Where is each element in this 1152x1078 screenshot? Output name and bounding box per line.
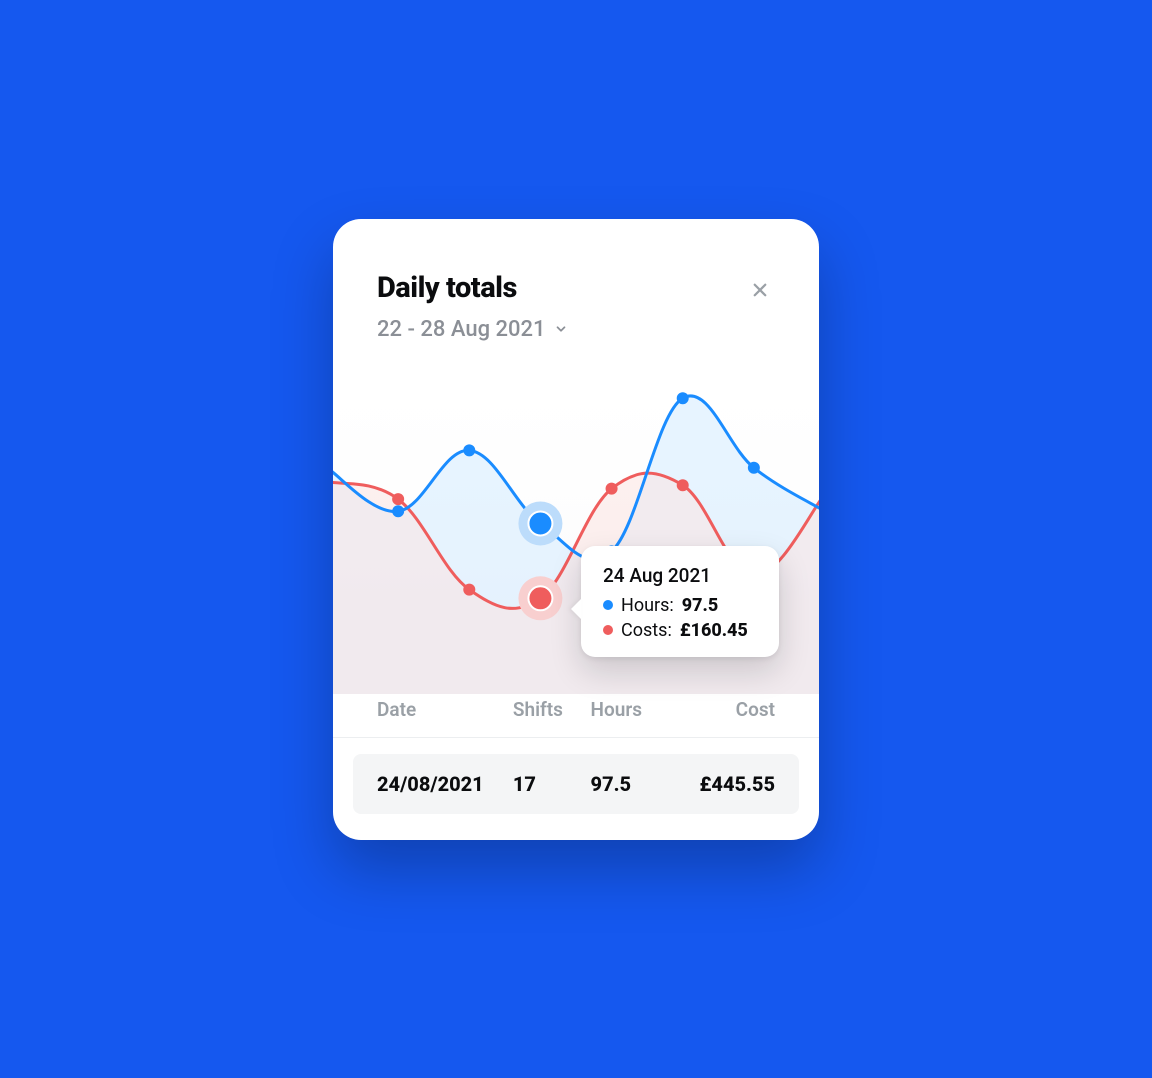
date-range-selector[interactable]: 22 - 28 Aug 2021 [377, 317, 568, 342]
card-title: Daily totals [377, 271, 568, 305]
tooltip-costs-label: Costs: [621, 620, 672, 641]
cell-cost: £445.55 [678, 772, 775, 796]
col-date: Date [377, 698, 513, 721]
chart-area[interactable]: 24 Aug 2021 Hours: 97.5 Costs: £160.45 [333, 346, 819, 694]
tooltip-row-costs: Costs: £160.45 [603, 620, 757, 641]
table-row[interactable]: 24/08/2021 17 97.5 £445.55 [353, 754, 799, 814]
tooltip-hours-label: Hours: [621, 595, 674, 616]
tooltip-arrow [571, 599, 581, 619]
col-shifts: Shifts [513, 698, 591, 721]
header-text-block: Daily totals 22 - 28 Aug 2021 [377, 271, 568, 342]
tooltip-hours-value: 97.5 [682, 595, 718, 616]
cell-hours: 97.5 [591, 772, 678, 796]
daily-totals-card: Daily totals 22 - 28 Aug 2021 24 Aug 202… [333, 219, 819, 840]
card-header: Daily totals 22 - 28 Aug 2021 [333, 219, 819, 342]
close-icon [751, 281, 769, 299]
close-button[interactable] [745, 275, 775, 305]
chevron-down-icon [554, 322, 568, 336]
cell-shifts: 17 [513, 772, 591, 796]
table-header: Date Shifts Hours Cost [333, 694, 819, 738]
chart-tooltip: 24 Aug 2021 Hours: 97.5 Costs: £160.45 [581, 546, 779, 657]
cell-date: 24/08/2021 [377, 772, 513, 796]
date-range-label: 22 - 28 Aug 2021 [377, 317, 546, 342]
legend-dot-icon [603, 625, 613, 635]
tooltip-date: 24 Aug 2021 [603, 564, 757, 587]
tooltip-row-hours: Hours: 97.5 [603, 595, 757, 616]
legend-dot-icon [603, 600, 613, 610]
tooltip-costs-value: £160.45 [680, 620, 748, 641]
col-hours: Hours [591, 698, 678, 721]
col-cost: Cost [678, 698, 775, 721]
